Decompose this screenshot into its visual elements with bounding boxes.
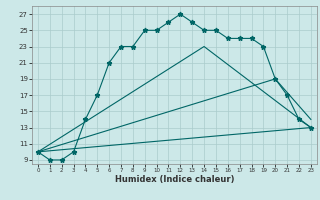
X-axis label: Humidex (Indice chaleur): Humidex (Indice chaleur) [115, 175, 234, 184]
